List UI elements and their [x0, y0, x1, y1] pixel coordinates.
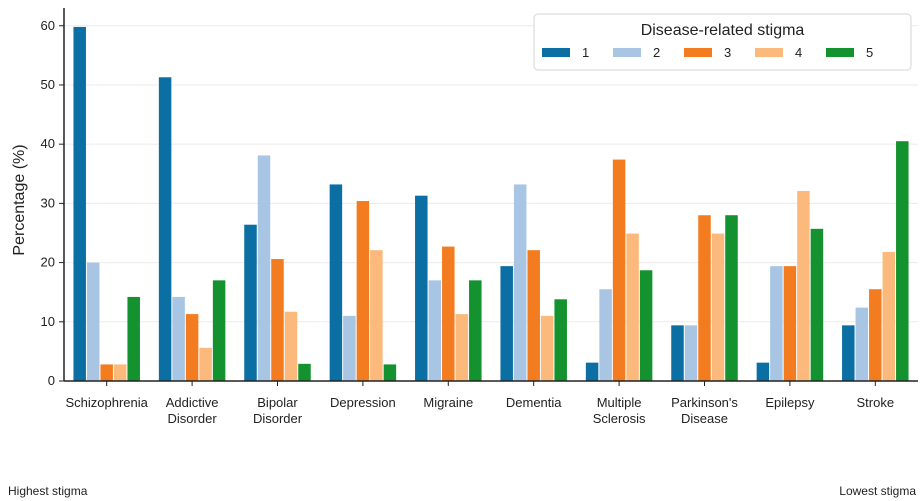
bar-5	[212, 280, 226, 381]
bar-1	[158, 77, 172, 382]
bar-5	[639, 270, 653, 381]
y-tick-label: 60	[41, 18, 55, 33]
x-tick-label: Migraine	[423, 395, 473, 410]
footer-left-label: Highest stigma	[8, 484, 88, 498]
x-tick-label: Dementia	[506, 395, 562, 410]
bar-4	[199, 347, 212, 381]
bar-1	[244, 224, 257, 381]
bar-4	[113, 364, 127, 381]
bar-2	[343, 315, 356, 381]
legend-label-2: 2	[653, 45, 660, 60]
bar-4	[455, 314, 469, 381]
bar-5	[469, 280, 482, 381]
legend-swatch-2	[613, 48, 641, 57]
x-ticks: Schizophrenia Addictive Disorder Bipolar Dis…	[66, 381, 895, 426]
bar-2	[172, 296, 185, 381]
legend-swatch-5	[826, 48, 854, 57]
y-tick-label: 0	[48, 373, 55, 388]
axes	[63, 8, 918, 382]
y-tick-label: 50	[41, 77, 55, 92]
x-tick-label: Multiple Sclerosis	[593, 395, 646, 426]
bar-4	[284, 311, 298, 381]
bars	[73, 26, 909, 382]
bar-3	[698, 215, 711, 381]
bar-5	[810, 228, 824, 381]
bar-1	[329, 184, 343, 381]
bar-1	[756, 362, 770, 381]
bar-3	[356, 201, 370, 381]
bar-4	[626, 233, 639, 381]
x-tick-label: Stroke	[857, 395, 895, 410]
bar-1	[500, 266, 513, 381]
bar-2	[428, 280, 442, 381]
x-tick-label: Bipolar Disorder	[253, 395, 303, 426]
bar-2	[257, 155, 271, 381]
legend-swatch-3	[684, 48, 712, 57]
legend-label-1: 1	[582, 45, 589, 60]
legend-label-4: 4	[795, 45, 802, 60]
bar-5	[383, 364, 397, 381]
legend-swatch-4	[755, 48, 783, 57]
x-tick-label: Depression	[330, 395, 396, 410]
x-tick-label: Epilepsy	[765, 395, 815, 410]
legend-swatch-1	[542, 48, 570, 57]
bar-1	[842, 325, 855, 381]
bar-4	[540, 315, 554, 381]
bar-4	[711, 233, 725, 381]
bar-3	[783, 266, 797, 381]
bar-1	[73, 26, 86, 381]
bar-5	[725, 215, 738, 381]
bar-5	[298, 363, 311, 381]
bar-1	[415, 195, 428, 381]
bar-4	[797, 190, 810, 381]
y-tick-label: 30	[41, 195, 55, 210]
bar-2	[599, 289, 612, 381]
x-tick-label: Addictive Disorder	[166, 395, 219, 426]
bar-2	[855, 307, 869, 381]
bar-1	[671, 325, 684, 381]
y-axis-label: Percentage (%)	[11, 144, 28, 255]
y-ticks: 0 10 20 30 40 50 60	[41, 18, 64, 388]
y-tick-label: 20	[41, 255, 55, 270]
bar-5	[554, 299, 567, 381]
x-tick-label: Schizophrenia	[66, 395, 149, 410]
legend-label-5: 5	[866, 45, 873, 60]
bar-3	[527, 250, 540, 381]
bar-4	[370, 250, 383, 381]
y-tick-label: 10	[41, 314, 55, 329]
footer-right-label: Lowest stigma	[839, 484, 916, 498]
bar-2	[770, 266, 783, 381]
bar-4	[882, 251, 896, 381]
bar-1	[585, 362, 599, 381]
legend: Disease-related stigma 1 2 3 4 5	[533, 13, 912, 71]
bar-3	[869, 289, 882, 381]
y-tick-label: 40	[41, 136, 55, 151]
legend-title: Disease-related stigma	[641, 22, 805, 39]
bar-5	[127, 296, 140, 381]
x-tick-label: Parkinson's Disease	[671, 395, 738, 426]
bar-3	[100, 364, 113, 381]
bar-2	[86, 262, 100, 381]
bar-3	[612, 159, 626, 381]
bar-3	[271, 259, 284, 381]
bar-2	[684, 325, 698, 381]
bar-2	[513, 184, 527, 381]
bar-5	[896, 141, 909, 381]
bar-3	[185, 314, 199, 381]
bar-3	[442, 246, 455, 381]
legend-label-3: 3	[724, 45, 731, 60]
